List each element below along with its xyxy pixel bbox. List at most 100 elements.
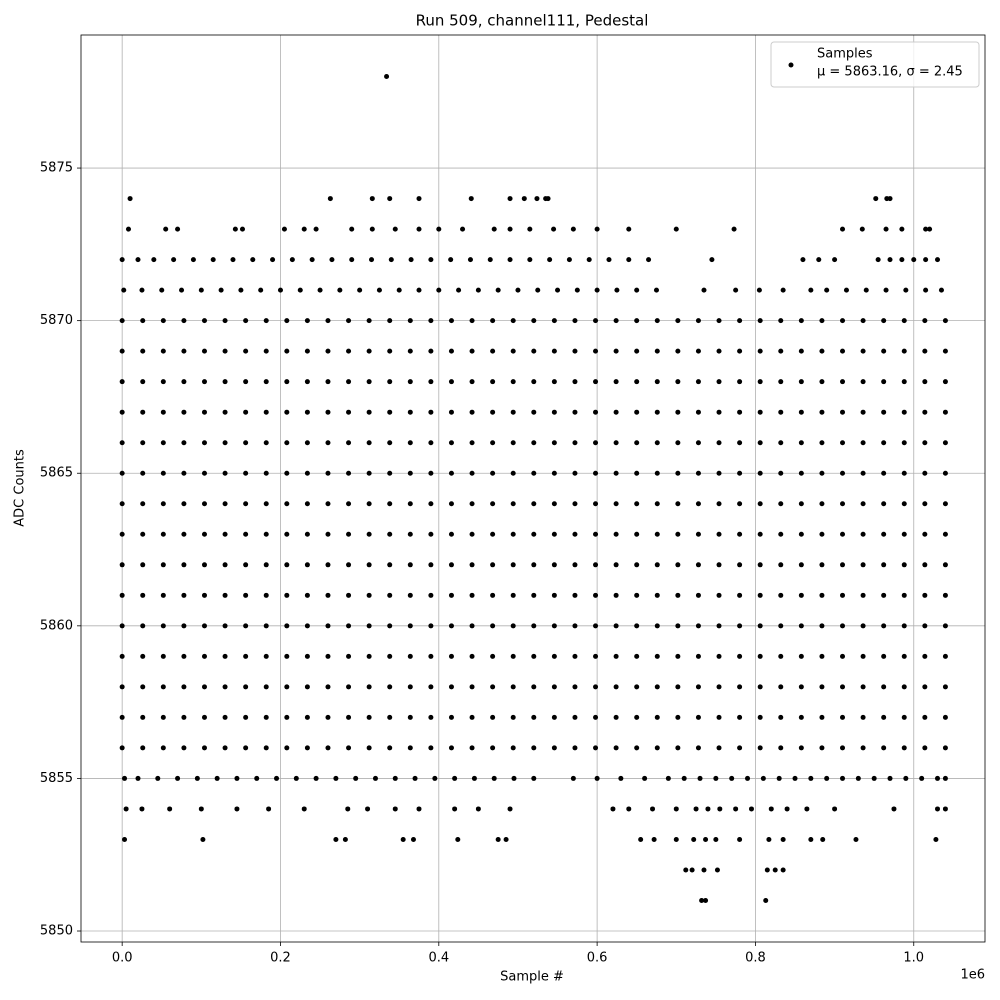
sample-point — [673, 806, 679, 812]
sample-point — [428, 714, 434, 720]
sample-point — [613, 318, 619, 324]
sample-point — [716, 440, 722, 446]
sample-point — [366, 379, 372, 385]
sample-point — [757, 745, 763, 751]
sample-point — [942, 562, 948, 568]
sample-point — [695, 623, 701, 629]
sample-point — [613, 531, 619, 537]
sample-point — [407, 623, 413, 629]
sample-point — [731, 226, 737, 232]
sample-point — [651, 836, 657, 842]
sample-point — [510, 440, 516, 446]
sample-point — [570, 775, 576, 781]
sample-point — [263, 684, 269, 690]
sample-point — [531, 348, 537, 354]
sample-point — [675, 745, 681, 751]
sample-point — [531, 623, 537, 629]
sample-point — [243, 531, 249, 537]
sample-point — [551, 440, 557, 446]
sample-point — [387, 318, 393, 324]
sample-point — [638, 836, 644, 842]
sample-point — [531, 745, 537, 751]
sample-point — [634, 287, 640, 293]
sample-point — [325, 379, 331, 385]
sample-point — [757, 379, 763, 385]
sample-point — [873, 196, 879, 202]
sample-point — [901, 318, 907, 324]
sample-point — [448, 348, 454, 354]
sample-point — [317, 287, 323, 293]
sample-point — [507, 806, 513, 812]
sample-point — [923, 226, 929, 232]
sample-point — [881, 318, 887, 324]
sample-point — [881, 501, 887, 507]
sample-point — [289, 257, 295, 263]
sample-point — [935, 775, 941, 781]
sample-point — [181, 470, 187, 476]
sample-point — [901, 623, 907, 629]
sample-point — [284, 470, 290, 476]
sample-point — [716, 470, 722, 476]
sample-point — [407, 531, 413, 537]
sample-point — [160, 653, 166, 659]
sample-point — [428, 318, 434, 324]
sample-point — [634, 470, 640, 476]
sample-point — [387, 440, 393, 446]
sample-point — [675, 440, 681, 446]
sample-point — [387, 470, 393, 476]
sample-point — [428, 440, 434, 446]
sample-point — [160, 440, 166, 446]
sample-point — [214, 775, 220, 781]
sample-point — [119, 409, 125, 415]
sample-point — [325, 440, 331, 446]
sample-point — [346, 409, 352, 415]
sample-point — [613, 653, 619, 659]
sample-point — [510, 592, 516, 598]
sample-point — [346, 501, 352, 507]
sample-point — [881, 470, 887, 476]
sample-point — [613, 379, 619, 385]
sample-point — [883, 226, 889, 232]
sample-point — [572, 440, 578, 446]
sample-point — [901, 470, 907, 476]
sample-point — [923, 257, 929, 263]
sample-point — [475, 287, 481, 293]
sample-point — [353, 775, 359, 781]
sample-point — [859, 226, 865, 232]
sample-point — [159, 287, 165, 293]
sample-point — [860, 409, 866, 415]
sample-point — [654, 440, 660, 446]
sample-point — [284, 379, 290, 385]
sample-point — [634, 714, 640, 720]
sample-point — [572, 501, 578, 507]
sample-point — [388, 257, 394, 263]
sample-point — [119, 531, 125, 537]
sample-point — [695, 440, 701, 446]
sample-point — [733, 287, 739, 293]
sample-point — [160, 501, 166, 507]
sample-point — [337, 287, 343, 293]
sample-point — [572, 653, 578, 659]
sample-point — [673, 836, 679, 842]
sample-point — [201, 440, 207, 446]
sample-point — [284, 409, 290, 415]
sample-point — [593, 592, 599, 598]
sample-point — [284, 501, 290, 507]
sample-point — [201, 562, 207, 568]
sample-point — [325, 501, 331, 507]
sample-point — [942, 440, 948, 446]
sample-point — [469, 348, 475, 354]
sample-point — [840, 592, 846, 598]
sample-point — [798, 470, 804, 476]
sample-point — [151, 257, 157, 263]
sample-point — [716, 318, 722, 324]
sample-point — [942, 348, 948, 354]
sample-point — [181, 531, 187, 537]
sample-point — [903, 775, 909, 781]
y-tick-label: 5850 — [40, 924, 73, 939]
sample-point — [304, 562, 310, 568]
sample-point — [181, 501, 187, 507]
sample-point — [764, 867, 770, 873]
sample-point — [181, 440, 187, 446]
